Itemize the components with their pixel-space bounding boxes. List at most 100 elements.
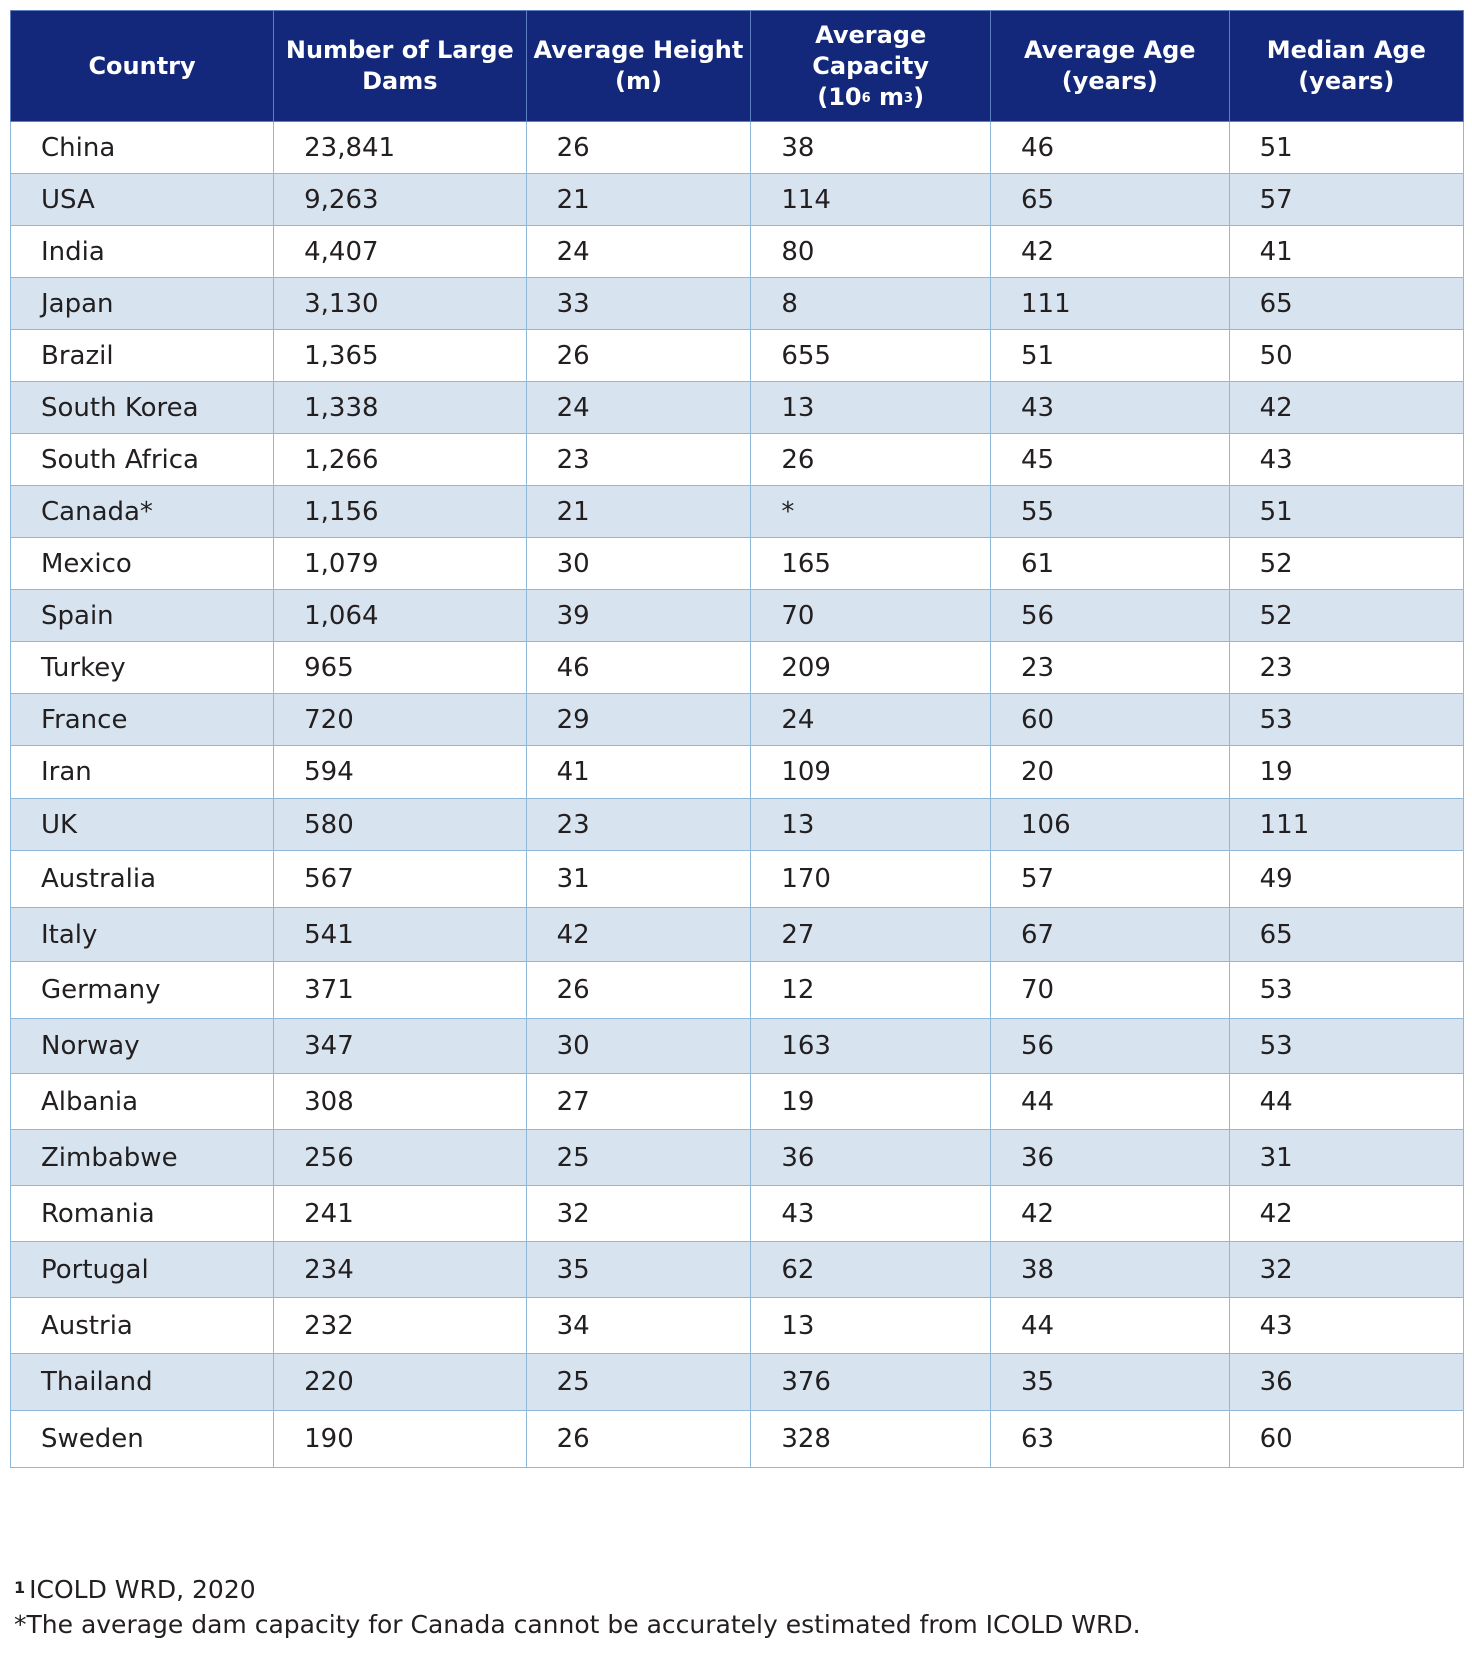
- cell-average-capacity: 27: [750, 907, 991, 962]
- cell-number-of-large-dams: 9,263: [273, 173, 527, 226]
- cell-number-of-large-dams: 1,365: [273, 329, 527, 382]
- cell-number-of-large-dams: 256: [273, 1129, 527, 1186]
- cell-average-age: 60: [990, 693, 1230, 746]
- cell-median-age: 32: [1228, 1241, 1465, 1298]
- cell-average-age: 57: [990, 850, 1230, 908]
- cell-number-of-large-dams: 241: [273, 1185, 527, 1242]
- cell-average-age: 42: [990, 225, 1230, 278]
- source-footnote: 1 ICOLD WRD, 2020: [14, 1572, 1141, 1607]
- cell-average-height: 32: [525, 1185, 752, 1242]
- table-row: Brazil 1,365 26 655 51 50: [9, 329, 1465, 382]
- cell-number-of-large-dams: 1,079: [273, 537, 527, 590]
- cell-median-age: 41: [1228, 225, 1465, 278]
- cell-median-age: 52: [1228, 537, 1465, 590]
- cell-average-height: 34: [525, 1297, 752, 1354]
- cell-country: Iran: [9, 745, 275, 799]
- cell-average-age: 46: [990, 121, 1230, 174]
- table-row: Albania 308 27 19 44 44: [9, 1073, 1465, 1130]
- cell-average-capacity: 43: [750, 1185, 991, 1242]
- cell-country: USA: [9, 173, 275, 226]
- cell-median-age: 52: [1228, 589, 1465, 642]
- cell-average-height: 46: [525, 641, 752, 694]
- cell-median-age: 31: [1228, 1129, 1465, 1186]
- cell-number-of-large-dams: 594: [273, 745, 527, 799]
- cell-average-height: 21: [525, 173, 752, 226]
- cell-median-age: 65: [1228, 907, 1465, 962]
- cell-average-height: 26: [525, 121, 752, 174]
- table-body: China 23,841 26 38 46 51 USA 9,263 21 114 65 57 Indi…: [9, 121, 1465, 1468]
- cell-country: Albania: [9, 1073, 275, 1130]
- cell-country: South Korea: [9, 381, 275, 434]
- header-average-capacity-unit: (106 m3): [817, 82, 925, 111]
- header-average-age: Average Age (years): [990, 10, 1230, 122]
- cell-country: Portugal: [9, 1241, 275, 1298]
- cell-median-age: 53: [1228, 1018, 1465, 1074]
- cell-number-of-large-dams: 232: [273, 1297, 527, 1354]
- cell-number-of-large-dams: 4,407: [273, 225, 527, 278]
- cell-median-age: 111: [1228, 798, 1465, 851]
- cell-average-capacity: 26: [750, 433, 991, 486]
- cell-average-capacity: 19: [750, 1073, 991, 1130]
- cell-average-age: 65: [990, 173, 1230, 226]
- table-row: China 23,841 26 38 46 51: [9, 121, 1465, 174]
- cell-number-of-large-dams: 371: [273, 961, 527, 1019]
- cell-average-capacity: 109: [750, 745, 991, 799]
- table-row: South Africa 1,266 23 26 45 43: [9, 433, 1465, 486]
- header-row: Country Number of Large Dams Average Hei…: [9, 10, 1465, 122]
- cell-average-height: 25: [525, 1353, 752, 1411]
- cell-average-height: 24: [525, 225, 752, 278]
- table-row: Japan 3,130 33 8 111 65: [9, 277, 1465, 330]
- cell-average-age: 106: [990, 798, 1230, 851]
- table-row: Germany 371 26 12 70 53: [9, 961, 1465, 1019]
- cell-average-capacity: 80: [750, 225, 991, 278]
- table-row: Thailand 220 25 376 35 36: [9, 1353, 1465, 1411]
- cell-average-height: 21: [525, 485, 752, 538]
- cell-average-age: 111: [990, 277, 1230, 330]
- cell-average-age: 56: [990, 589, 1230, 642]
- cell-country: Brazil: [9, 329, 275, 382]
- cell-average-capacity: 114: [750, 173, 991, 226]
- cell-average-height: 26: [525, 329, 752, 382]
- table-row: South Korea 1,338 24 13 43 42: [9, 381, 1465, 434]
- cell-average-capacity: 13: [750, 1297, 991, 1354]
- cell-country: Sweden: [9, 1410, 275, 1468]
- table-row: Zimbabwe 256 25 36 36 31: [9, 1129, 1465, 1186]
- cell-average-height: 23: [525, 433, 752, 486]
- table-row: Romania 241 32 43 42 42: [9, 1185, 1465, 1242]
- cell-median-age: 44: [1228, 1073, 1465, 1130]
- table-row: Australia 567 31 170 57 49: [9, 850, 1465, 908]
- table-row: Sweden 190 26 328 63 60: [9, 1410, 1465, 1468]
- cell-median-age: 42: [1228, 381, 1465, 434]
- cell-median-age: 42: [1228, 1185, 1465, 1242]
- cell-number-of-large-dams: 3,130: [273, 277, 527, 330]
- cell-average-height: 31: [525, 850, 752, 908]
- table-row: India 4,407 24 80 42 41: [9, 225, 1465, 278]
- cell-median-age: 19: [1228, 745, 1465, 799]
- cell-average-capacity: 209: [750, 641, 991, 694]
- cell-country: Germany: [9, 961, 275, 1019]
- cell-median-age: 36: [1228, 1353, 1465, 1411]
- cell-number-of-large-dams: 567: [273, 850, 527, 908]
- cell-median-age: 43: [1228, 433, 1465, 486]
- cell-median-age: 50: [1228, 329, 1465, 382]
- cell-median-age: 51: [1228, 121, 1465, 174]
- cell-median-age: 43: [1228, 1297, 1465, 1354]
- cell-average-age: 36: [990, 1129, 1230, 1186]
- cell-average-height: 27: [525, 1073, 752, 1130]
- cell-average-capacity: 328: [750, 1410, 991, 1468]
- cell-number-of-large-dams: 720: [273, 693, 527, 746]
- cell-average-capacity: 24: [750, 693, 991, 746]
- cell-average-height: 33: [525, 277, 752, 330]
- cell-average-age: 55: [990, 485, 1230, 538]
- cell-average-height: 42: [525, 907, 752, 962]
- cell-country: China: [9, 121, 275, 174]
- cell-average-capacity: 36: [750, 1129, 991, 1186]
- cell-average-age: 38: [990, 1241, 1230, 1298]
- header-average-capacity: Average Capacity (106 m3): [750, 10, 991, 122]
- cell-average-capacity: 38: [750, 121, 991, 174]
- cell-average-age: 43: [990, 381, 1230, 434]
- cell-country: Australia: [9, 850, 275, 908]
- cell-average-height: 35: [525, 1241, 752, 1298]
- table-row: Spain 1,064 39 70 56 52: [9, 589, 1465, 642]
- cell-average-capacity: *: [750, 485, 991, 538]
